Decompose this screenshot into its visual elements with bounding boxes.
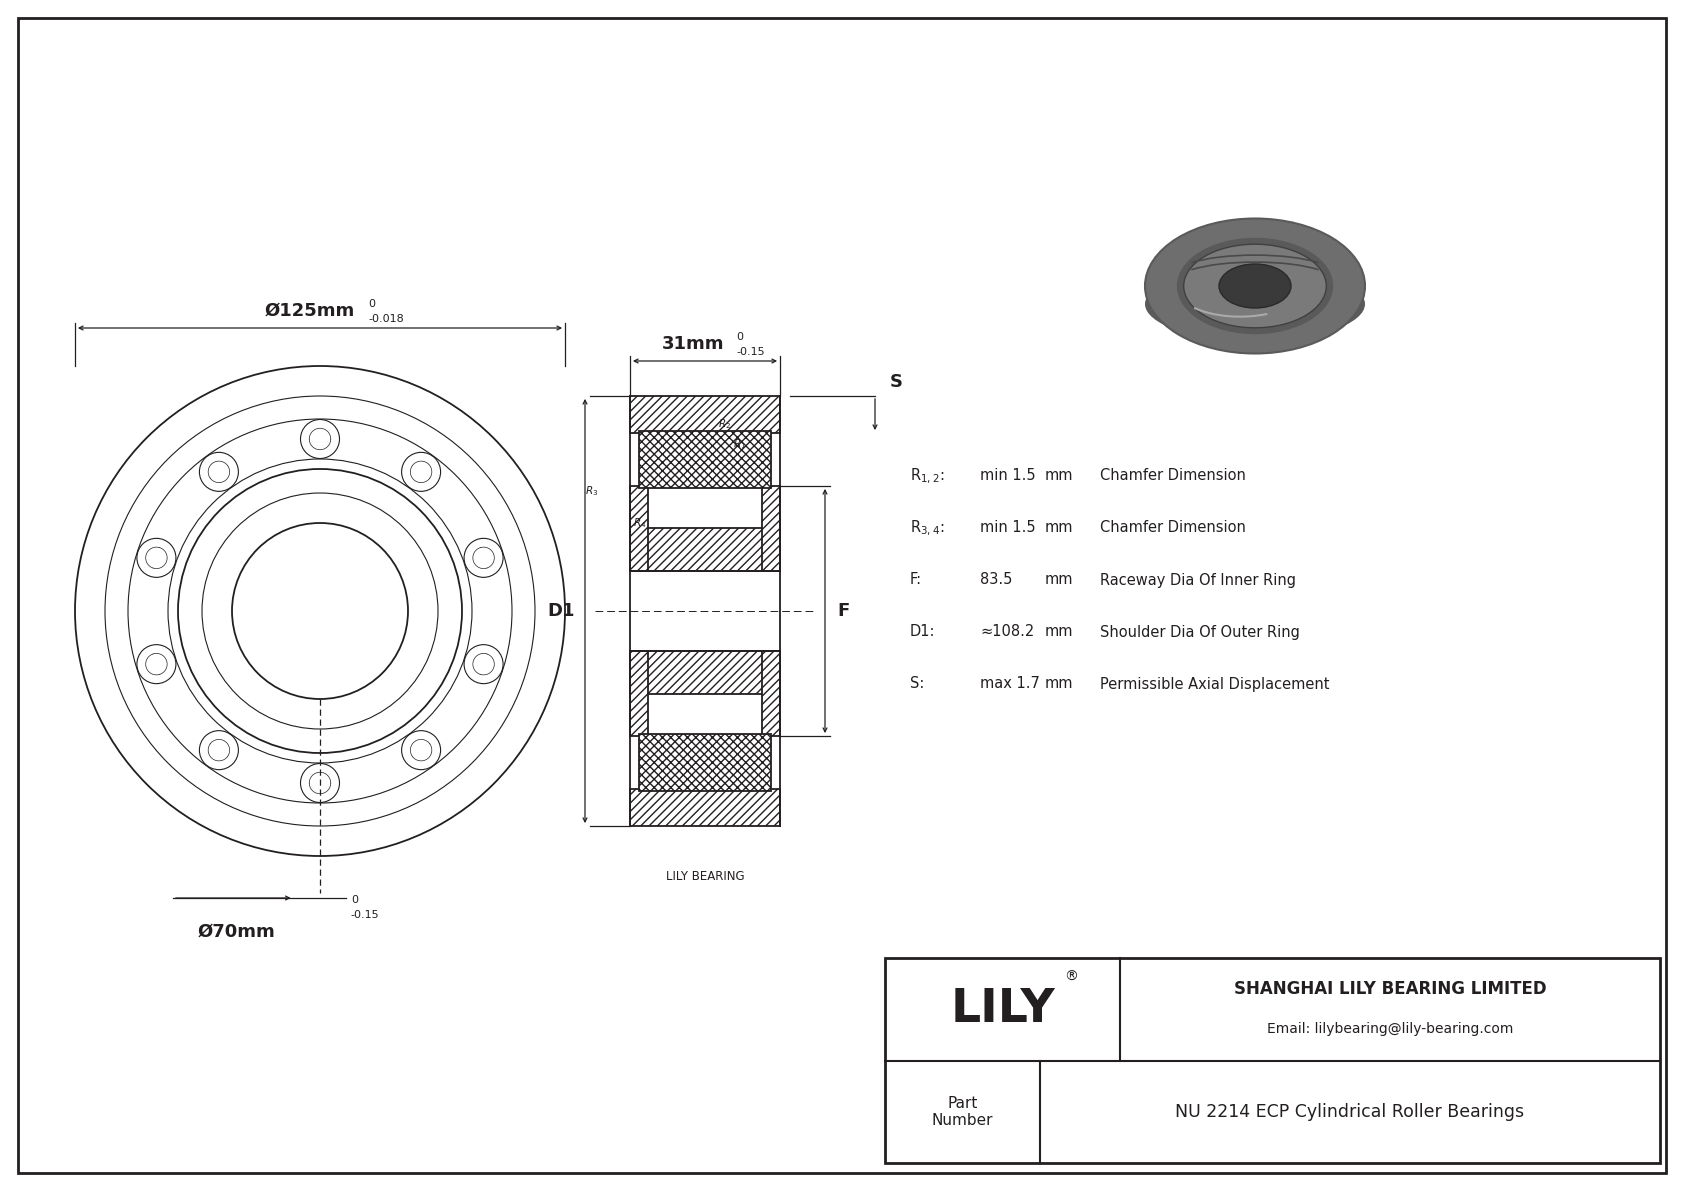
Bar	[761, 651, 780, 736]
Text: -0.15: -0.15	[350, 910, 379, 919]
Text: mm: mm	[1046, 520, 1073, 536]
Text: mm: mm	[1046, 624, 1073, 640]
Text: 0: 0	[736, 332, 743, 342]
Text: Chamfer Dimension: Chamfer Dimension	[1100, 520, 1246, 536]
Bar	[886, 958, 1660, 1162]
Text: Ø125mm: Ø125mm	[264, 303, 355, 320]
Bar	[630, 486, 648, 570]
Text: ≈108.2: ≈108.2	[980, 624, 1034, 640]
Bar	[630, 788, 780, 827]
Text: Email: lilybearing@lily-bearing.com: Email: lilybearing@lily-bearing.com	[1266, 1022, 1514, 1036]
Bar	[630, 788, 780, 827]
Ellipse shape	[1184, 244, 1327, 328]
Text: min 1.5: min 1.5	[980, 468, 1036, 484]
Text: mm: mm	[1046, 573, 1073, 587]
Text: LILY BEARING: LILY BEARING	[665, 869, 744, 883]
Text: -0.018: -0.018	[369, 314, 404, 324]
Ellipse shape	[1177, 238, 1332, 333]
Text: NU 2214 ECP Cylindrical Roller Bearings: NU 2214 ECP Cylindrical Roller Bearings	[1175, 1103, 1524, 1121]
Bar	[761, 486, 780, 570]
Ellipse shape	[1219, 264, 1292, 308]
Text: Ø70mm: Ø70mm	[197, 923, 274, 941]
Ellipse shape	[1145, 218, 1366, 354]
Bar	[630, 651, 780, 694]
Bar	[630, 651, 648, 736]
Text: mm: mm	[1046, 676, 1073, 692]
Text: 31mm: 31mm	[662, 335, 724, 353]
Text: $R_4$: $R_4$	[633, 516, 647, 530]
Text: 83.5: 83.5	[980, 573, 1012, 587]
Text: mm: mm	[1046, 468, 1073, 484]
Text: Raceway Dia Of Inner Ring: Raceway Dia Of Inner Ring	[1100, 573, 1297, 587]
Text: max 1.7: max 1.7	[980, 676, 1041, 692]
Text: ®: ®	[1064, 971, 1078, 984]
Text: Chamfer Dimension: Chamfer Dimension	[1100, 468, 1246, 484]
Bar	[630, 395, 780, 434]
Text: 0: 0	[369, 299, 376, 308]
Bar	[761, 651, 780, 736]
Text: R$_{1,2}$:: R$_{1,2}$:	[909, 467, 945, 486]
Bar	[638, 431, 771, 488]
Text: 0: 0	[350, 894, 357, 905]
Text: S:: S:	[909, 676, 925, 692]
Text: -0.15: -0.15	[736, 347, 765, 357]
Text: S: S	[891, 373, 903, 391]
Text: Part
Number: Part Number	[931, 1096, 994, 1128]
Ellipse shape	[1145, 267, 1366, 341]
Text: LILY: LILY	[950, 987, 1054, 1031]
Text: $R_1$: $R_1$	[733, 437, 746, 451]
Bar	[630, 486, 648, 570]
Bar	[638, 734, 771, 791]
Bar	[630, 651, 648, 736]
Text: D1:: D1:	[909, 624, 936, 640]
Bar	[630, 528, 780, 570]
Text: Permissible Axial Displacement: Permissible Axial Displacement	[1100, 676, 1329, 692]
Bar	[630, 651, 780, 694]
Text: R$_{3,4}$:: R$_{3,4}$:	[909, 518, 945, 537]
Bar	[630, 395, 780, 434]
Text: min 1.5: min 1.5	[980, 520, 1036, 536]
Bar	[638, 734, 771, 791]
Text: SHANGHAI LILY BEARING LIMITED: SHANGHAI LILY BEARING LIMITED	[1234, 980, 1546, 998]
Bar	[761, 486, 780, 570]
Text: Shoulder Dia Of Outer Ring: Shoulder Dia Of Outer Ring	[1100, 624, 1300, 640]
Text: F: F	[837, 601, 849, 621]
Text: $R_2$: $R_2$	[717, 417, 731, 431]
Bar	[630, 528, 780, 570]
Bar	[638, 431, 771, 488]
Text: $R_3$: $R_3$	[584, 484, 598, 498]
Text: F:: F:	[909, 573, 923, 587]
Text: D1: D1	[547, 601, 574, 621]
